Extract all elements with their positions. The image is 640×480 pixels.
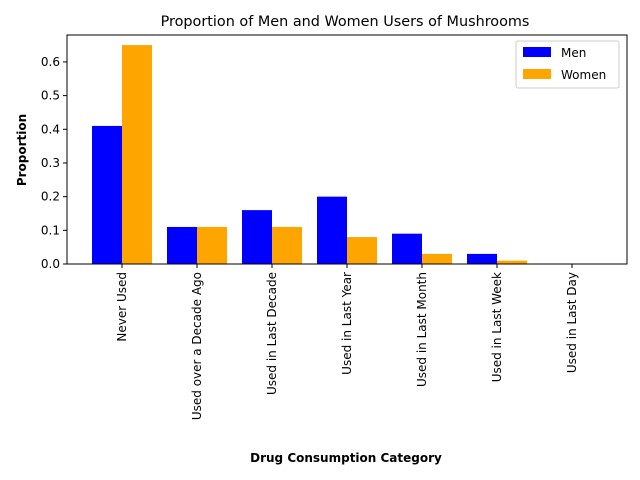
chart-title: Proportion of Men and Women Users of Mus… [161, 14, 530, 30]
x-tick-label: Never Used [115, 272, 129, 342]
y-axis-label: Proportion [15, 114, 29, 186]
y-ticks: 0.0 0.1 0.2 0.3 0.4 0.5 0.6 [41, 55, 67, 271]
bar-women-0 [122, 45, 152, 265]
x-tick-label: Used in Last Week [490, 272, 504, 382]
legend-swatch-men [523, 47, 551, 57]
bars [92, 45, 527, 265]
x-tick-label: Used over a Decade Ago [190, 272, 204, 420]
bar-men-2 [242, 210, 272, 264]
y-tick-label: 0.3 [41, 156, 60, 170]
y-tick-label: 0.6 [41, 55, 60, 69]
bar-men-5 [467, 253, 497, 264]
x-ticks: Never Used Used over a Decade Ago Used in … [115, 264, 579, 420]
x-axis-label: Drug Consumption Category [250, 451, 442, 465]
bar-women-1 [197, 226, 227, 264]
x-tick-label: Used in Last Decade [265, 272, 279, 395]
bar-men-3 [317, 196, 347, 264]
bar-men-4 [392, 233, 422, 264]
y-tick-label: 0.1 [41, 223, 60, 237]
x-tick-label: Used in Last Year [340, 272, 354, 375]
bar-women-5 [497, 260, 527, 264]
x-tick-label: Used in Last Month [415, 272, 429, 387]
y-tick-label: 0.4 [41, 122, 60, 136]
bar-women-4 [422, 253, 452, 264]
x-tick-label: Used in Last Day [565, 272, 579, 373]
legend: Men Women [515, 40, 620, 89]
bar-women-2 [272, 226, 302, 264]
bar-women-3 [347, 237, 377, 264]
bar-men-0 [92, 125, 122, 264]
y-tick-label: 0.0 [41, 257, 60, 271]
y-tick-label: 0.5 [41, 89, 60, 103]
legend-label-men: Men [561, 46, 586, 60]
y-tick-label: 0.2 [41, 190, 60, 204]
legend-swatch-women [523, 69, 551, 79]
bar-men-1 [167, 226, 197, 264]
legend-label-women: Women [561, 68, 606, 82]
